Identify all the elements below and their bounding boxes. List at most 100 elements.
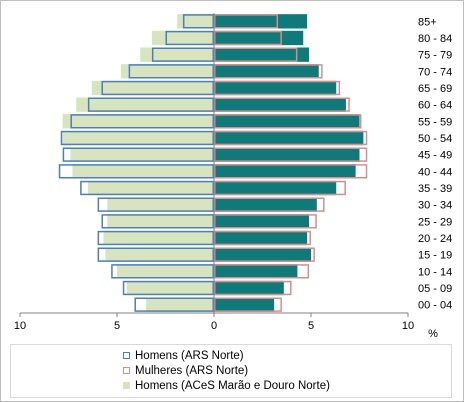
legend-swatch-homens-aces (123, 382, 130, 389)
bar-mulheres-ars-4 (214, 230, 311, 246)
bar-mulheres-aces-12 (214, 97, 346, 112)
category-label-9: 45 - 49 (418, 150, 452, 162)
bar-homens-aces-11 (62, 114, 215, 129)
bar-mulheres-aces-0 (214, 297, 275, 312)
x-tick-label-0: 10 (14, 320, 26, 332)
category-label-16: 80 - 84 (418, 33, 452, 45)
bar-homens-aces-10 (62, 130, 215, 146)
bar-mulheres-aces-14 (214, 64, 319, 79)
category-label-2: 10 - 14 (418, 266, 452, 278)
category-label-5: 25 - 29 (418, 216, 452, 228)
bar-homens-aces-14 (120, 64, 214, 79)
legend-label-homens-ars: Homens (ARS Norte) (135, 350, 244, 362)
bar-mulheres-ars-5 (214, 214, 317, 229)
bar-homens-aces-1 (126, 280, 214, 296)
bar-mulheres-ars-10 (214, 130, 368, 146)
legend-label-mulheres-ars: Mulheres (ARS Norte) (135, 365, 249, 377)
bar-mulheres-aces-8 (214, 164, 356, 179)
bar-mulheres-aces-3 (214, 247, 311, 262)
category-label-12: 60 - 64 (418, 100, 452, 112)
category-label-7: 35 - 39 (418, 183, 452, 195)
bar-homens-ars-15 (151, 47, 214, 62)
x-tick-label-4: 10 (402, 320, 414, 332)
legend-swatch-homens-ars (123, 352, 130, 359)
legend-label-homens-aces: Homens (ACeS Marão e Douro Norte) (135, 380, 330, 392)
bar-mulheres-ars-15 (214, 47, 298, 62)
bar-mulheres-aces-11 (214, 114, 360, 129)
bar-homens-aces-6 (107, 197, 214, 212)
bar-mulheres-ars-6 (214, 197, 325, 212)
category-label-1: 05 - 09 (418, 283, 452, 295)
bar-mulheres-ars-13 (214, 80, 341, 96)
bar-mulheres-aces-13 (214, 80, 337, 96)
bar-mulheres-ars-0 (214, 297, 282, 312)
bar-mulheres-aces-10 (214, 130, 364, 146)
bar-mulheres-ars-9 (214, 147, 368, 162)
bar-homens-aces-3 (105, 247, 214, 262)
bar-homens-ars-13 (101, 80, 214, 96)
bar-mulheres-ars-11 (214, 114, 362, 129)
bar-homens-aces-5 (107, 214, 214, 229)
bar-homens-aces-0 (146, 297, 214, 312)
bar-mulheres-ars-2 (214, 264, 310, 279)
bar-mulheres-ars-8 (214, 164, 368, 179)
bar-homens-ars-16 (165, 30, 214, 46)
bar-homens-aces-13 (91, 80, 214, 96)
bar-homens-aces-4 (103, 230, 214, 246)
category-label-11: 55 - 59 (418, 116, 452, 128)
category-label-15: 75 - 79 (418, 50, 452, 62)
bar-mulheres-aces-9 (214, 147, 360, 162)
bar-homens-ars-3 (97, 247, 214, 262)
bar-mulheres-aces-4 (214, 230, 308, 246)
category-label-8: 40 - 44 (418, 166, 452, 178)
x-tick-label-1: 5 (114, 320, 120, 332)
x-tick-label-2: 0 (211, 320, 217, 332)
bar-homens-ars-17 (182, 14, 215, 29)
bar-homens-aces-16 (151, 30, 214, 46)
category-label-17: 85+ (418, 16, 437, 28)
bar-homens-ars-6 (97, 197, 214, 212)
bar-homens-aces-17 (177, 14, 214, 29)
legend-swatch-mulheres-ars (123, 367, 130, 374)
category-label-13: 65 - 69 (418, 83, 452, 95)
bar-mulheres-aces-15 (214, 47, 310, 62)
bar-mulheres-ars-17 (214, 14, 279, 29)
bar-mulheres-ars-16 (214, 30, 282, 46)
bar-homens-ars-12 (87, 97, 214, 112)
bar-homens-ars-4 (97, 230, 214, 246)
bar-homens-ars-5 (101, 214, 214, 229)
category-label-14: 70 - 74 (418, 66, 452, 78)
bar-homens-aces-15 (140, 47, 214, 62)
bar-homens-ars-2 (111, 264, 214, 279)
bar-homens-ars-1 (122, 280, 214, 296)
bar-mulheres-ars-14 (214, 64, 323, 79)
bar-mulheres-aces-17 (214, 14, 308, 29)
bar-mulheres-aces-2 (214, 264, 298, 279)
category-label-10: 50 - 54 (418, 133, 452, 145)
bar-mulheres-aces-16 (214, 30, 304, 46)
category-label-4: 20 - 24 (418, 233, 452, 245)
bar-mulheres-aces-5 (214, 214, 310, 229)
category-label-0: 00 - 04 (418, 300, 452, 312)
bar-homens-aces-8 (72, 164, 214, 179)
bar-homens-ars-14 (128, 64, 214, 79)
bar-mulheres-ars-7 (214, 180, 346, 196)
category-label-6: 30 - 34 (418, 200, 452, 212)
x-axis-unit-label: % (428, 328, 438, 340)
bar-homens-ars-11 (70, 114, 214, 129)
bar-mulheres-aces-6 (214, 197, 317, 212)
chart-legend: Homens (ARS Norte) Mulheres (ARS Norte) … (10, 344, 452, 398)
bar-homens-ars-9 (62, 147, 215, 162)
bar-mulheres-ars-12 (214, 97, 350, 112)
bar-homens-ars-8 (58, 164, 214, 179)
bar-homens-aces-7 (87, 180, 214, 196)
bar-homens-ars-10 (60, 130, 214, 146)
bar-mulheres-ars-3 (214, 247, 315, 262)
bar-mulheres-aces-7 (214, 180, 337, 196)
bar-mulheres-aces-1 (214, 280, 284, 296)
bar-homens-ars-7 (80, 180, 214, 196)
x-tick-label-3: 5 (308, 320, 314, 332)
bar-homens-aces-12 (76, 97, 214, 112)
bar-homens-ars-0 (134, 297, 215, 312)
